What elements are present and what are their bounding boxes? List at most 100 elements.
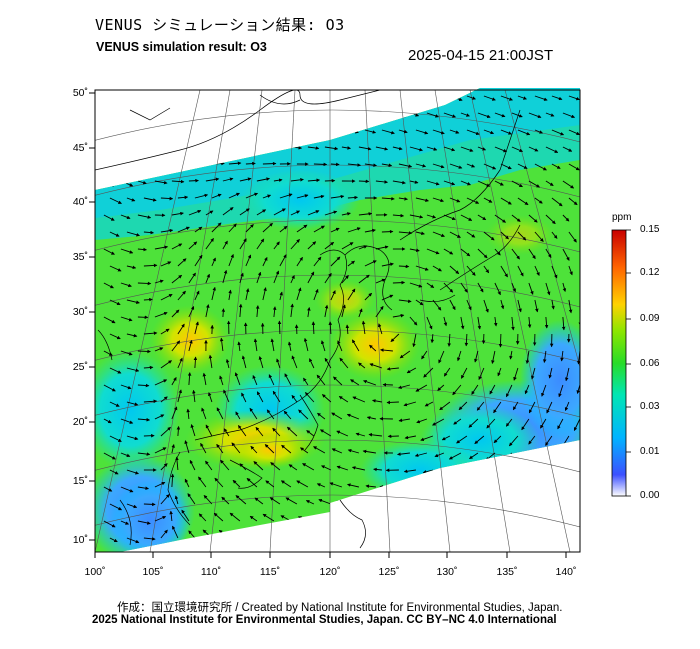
wind-arrow (493, 316, 498, 327)
wind-arrow (216, 443, 224, 454)
wind-arrow (126, 265, 137, 270)
wind-arrow (494, 146, 508, 153)
wind-arrow (126, 231, 140, 237)
wind-arrow (403, 469, 416, 474)
wind-arrow (313, 225, 325, 233)
wind-arrow (313, 256, 322, 267)
wind-arrow (280, 480, 292, 488)
wind-arrow (288, 464, 298, 471)
wind-arrow (160, 426, 171, 437)
wind-arrow (265, 480, 275, 488)
wind-arrow (307, 178, 321, 183)
wind-arrow (498, 333, 503, 348)
wind-arrow (415, 299, 424, 306)
wind-arrow (461, 367, 468, 379)
lat-label-15: 15˚ (72, 475, 88, 487)
wind-arrow (109, 299, 121, 306)
wind-arrow (137, 247, 147, 252)
wind-arrow (432, 418, 445, 426)
wind-arrow (483, 265, 490, 274)
wind-arrow (307, 271, 315, 284)
wind-arrow (494, 248, 501, 256)
wind-arrow (272, 427, 281, 437)
wind-arrow (398, 264, 410, 269)
wind-arrow (437, 384, 445, 391)
wind-arrow (466, 197, 480, 204)
wind-arrow (103, 384, 116, 392)
wind-arrow (181, 509, 190, 522)
wind-arrow (551, 299, 555, 310)
wind-arrow (171, 179, 185, 184)
wind-arrow (214, 477, 224, 488)
wind-arrow (432, 197, 444, 203)
wind-arrow (386, 367, 399, 371)
wind-arrow (477, 180, 491, 187)
wind-arrow (262, 256, 268, 267)
wind-arrow (505, 384, 513, 398)
wind-arrow (483, 95, 496, 101)
wind-arrow (320, 340, 326, 352)
wind-arrow (449, 231, 461, 238)
wind-arrow (303, 377, 309, 386)
wind-arrow (184, 478, 190, 488)
wind-arrow (324, 357, 332, 369)
wind-arrow (291, 394, 298, 403)
wind-arrow (352, 339, 360, 352)
wind-arrow (256, 391, 264, 403)
wind-arrow (426, 248, 440, 255)
wind-arrow (262, 513, 275, 522)
wind-arrow (409, 214, 424, 219)
wind-arrow (443, 248, 454, 255)
wind-arrow (219, 375, 224, 386)
wind-arrow (285, 497, 298, 505)
colorbar-label-0-00: 0.00 (640, 490, 660, 501)
wind-arrow (109, 435, 122, 442)
wind-arrow (103, 350, 113, 356)
wind-arrow (170, 473, 175, 488)
wind-arrow (351, 466, 365, 471)
wind-arrow (432, 129, 445, 135)
wind-arrow (198, 513, 207, 522)
wind-arrow (511, 282, 516, 293)
wind-arrow (137, 281, 152, 286)
wind-arrow (188, 178, 199, 183)
wind-arrow (120, 486, 134, 493)
wind-arrow (256, 238, 265, 250)
wind-arrow (347, 195, 358, 200)
wind-arrow (126, 197, 136, 202)
wind-arrow (443, 316, 448, 327)
wind-arrow (579, 180, 580, 188)
wind-arrow (551, 163, 561, 169)
wind-arrow (264, 444, 275, 454)
wind-arrow (154, 447, 167, 454)
wind-arrow (241, 392, 247, 403)
wind-arrow (534, 163, 547, 171)
lon-label-105: 105˚ (142, 566, 164, 578)
wind-arrow (205, 273, 210, 284)
wind-arrow (528, 248, 536, 260)
wind-arrow (336, 465, 349, 471)
wind-arrow (409, 146, 423, 152)
wind-arrow (103, 486, 113, 492)
colorbar-label-0-03: 0.03 (640, 401, 660, 412)
wind-arrow (171, 406, 178, 420)
wind-arrow (188, 241, 198, 250)
wind-arrow (560, 350, 564, 362)
wind-arrow (316, 483, 326, 488)
wind-arrow (561, 316, 566, 331)
wind-arrow (364, 163, 377, 167)
wind-arrow (513, 367, 519, 381)
wind-arrow (494, 214, 506, 223)
lon-label-110: 110˚ (200, 566, 222, 578)
wind-arrow (528, 401, 536, 414)
wind-arrow (306, 430, 315, 437)
wind-arrow (414, 452, 428, 457)
wind-arrow (311, 321, 316, 335)
wind-arrow (586, 164, 597, 170)
colorbar-unit: ppm (612, 212, 632, 223)
wind-arrow (415, 231, 425, 236)
wind-arrow (456, 435, 468, 444)
wind-arrow (318, 498, 332, 505)
wind-arrow (228, 223, 237, 233)
wind-arrow (358, 146, 372, 151)
